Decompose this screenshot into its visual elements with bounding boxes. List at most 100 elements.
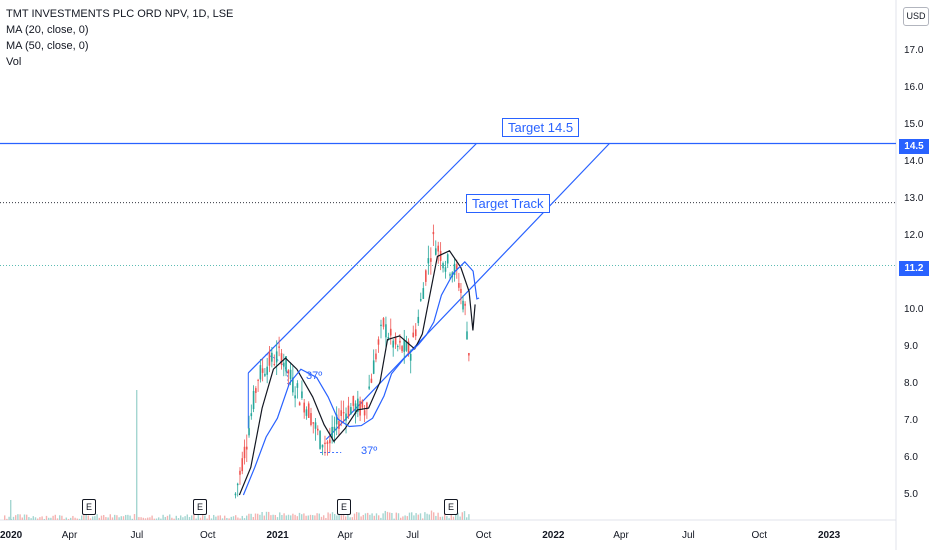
candle-body[interactable] [257, 379, 259, 381]
candle-body[interactable] [266, 366, 268, 375]
candle-body[interactable] [380, 324, 382, 327]
candle-body[interactable] [305, 409, 308, 416]
candle-body[interactable] [285, 356, 287, 372]
candle-body[interactable] [405, 341, 408, 351]
candle-body[interactable] [248, 428, 250, 436]
candle-body[interactable] [361, 400, 364, 408]
candle-body[interactable] [316, 428, 319, 431]
currency-button[interactable]: USD [903, 7, 929, 26]
candle-body[interactable] [273, 364, 276, 366]
candle-body[interactable] [340, 410, 343, 417]
candle-body[interactable] [434, 248, 437, 255]
candle-body[interactable] [264, 373, 266, 376]
candle-body[interactable] [455, 264, 458, 270]
candle-body[interactable] [460, 288, 462, 294]
candle-body[interactable] [292, 377, 294, 393]
candle-body[interactable] [252, 390, 255, 410]
candle-body[interactable] [363, 410, 366, 416]
candle-body[interactable] [462, 300, 464, 310]
candle-body[interactable] [370, 378, 373, 383]
volume-legend[interactable]: Vol [6, 56, 22, 68]
candle-body[interactable] [430, 258, 432, 262]
candle-body[interactable] [458, 283, 460, 288]
candle-body[interactable] [419, 299, 422, 301]
candle-body[interactable] [368, 386, 370, 389]
channel-upper-line[interactable] [247, 143, 477, 374]
candle-body[interactable] [387, 336, 390, 339]
candle-body[interactable] [357, 398, 359, 412]
candle-body[interactable] [282, 362, 285, 367]
ma50-line[interactable] [242, 261, 480, 496]
candle-body[interactable] [453, 263, 456, 275]
candle-body[interactable] [366, 402, 368, 410]
candle-body[interactable] [345, 413, 347, 421]
candle-body[interactable] [294, 395, 296, 399]
candle-body[interactable] [271, 352, 273, 362]
candle-body[interactable] [359, 401, 361, 416]
candle-body[interactable] [278, 346, 280, 348]
target-track-annotation[interactable]: Target Track [466, 194, 550, 213]
candle-body[interactable] [303, 402, 305, 413]
candle-body[interactable] [352, 395, 355, 406]
earnings-badge[interactable]: E [337, 499, 351, 515]
candle-body[interactable] [409, 353, 412, 361]
candle-body[interactable] [382, 318, 385, 327]
candle-body[interactable] [234, 493, 237, 496]
candle-body[interactable] [307, 403, 310, 418]
candle-body[interactable] [236, 483, 239, 486]
candle-body[interactable] [427, 258, 430, 264]
candle-body[interactable] [314, 422, 317, 429]
candle-body[interactable] [280, 353, 283, 365]
candle-body[interactable] [261, 368, 264, 373]
candle-body[interactable] [319, 431, 321, 449]
candle-body[interactable] [275, 351, 278, 363]
candle-body[interactable] [375, 353, 377, 360]
candle-body[interactable] [389, 328, 392, 336]
candle-body[interactable] [243, 446, 246, 459]
candle-body[interactable] [245, 446, 248, 450]
candle-body[interactable] [241, 458, 244, 472]
candle-body[interactable] [350, 407, 352, 415]
candle-body[interactable] [372, 360, 375, 374]
candle-body[interactable] [333, 426, 336, 432]
candle-body[interactable] [347, 405, 350, 417]
ma50-legend[interactable]: MA (50, close, 0) [6, 40, 89, 52]
candle-body[interactable] [468, 352, 470, 356]
candle-body[interactable] [301, 391, 303, 398]
candle-body[interactable] [396, 346, 399, 348]
candle-body[interactable] [326, 441, 329, 445]
candle-body[interactable] [449, 274, 451, 276]
candle-body[interactable] [439, 250, 442, 261]
candle-body[interactable] [464, 303, 466, 306]
candle-body[interactable] [446, 254, 449, 264]
candle-body[interactable] [444, 267, 447, 272]
earnings-badge[interactable]: E [193, 499, 207, 515]
candle-body[interactable] [338, 420, 340, 429]
candle-body[interactable] [255, 388, 257, 393]
target-annotation[interactable]: Target 14.5 [502, 118, 580, 137]
candle-body[interactable] [250, 413, 253, 417]
candle-body[interactable] [310, 413, 312, 426]
earnings-badge[interactable]: E [444, 499, 458, 515]
candle-body[interactable] [354, 403, 357, 414]
candle-body[interactable] [442, 263, 444, 269]
candle-body[interactable] [385, 324, 387, 338]
ma20-line[interactable] [238, 250, 476, 496]
candle-body[interactable] [324, 442, 326, 445]
candle-body[interactable] [287, 370, 290, 374]
candle-body[interactable] [342, 412, 345, 414]
channel-lower-line[interactable] [325, 143, 610, 440]
ma20-legend[interactable]: MA (20, close, 0) [6, 24, 89, 36]
candle-body[interactable] [298, 402, 301, 406]
candle-body[interactable] [312, 422, 315, 424]
candle-body[interactable] [403, 339, 406, 352]
candle-body[interactable] [466, 331, 468, 340]
earnings-badge[interactable]: E [82, 499, 96, 515]
candle-body[interactable] [296, 383, 299, 388]
candle-body[interactable] [335, 414, 338, 425]
candle-body[interactable] [399, 340, 401, 343]
candle-body[interactable] [425, 270, 427, 282]
candle-body[interactable] [377, 339, 380, 345]
candle-body[interactable] [259, 365, 262, 380]
